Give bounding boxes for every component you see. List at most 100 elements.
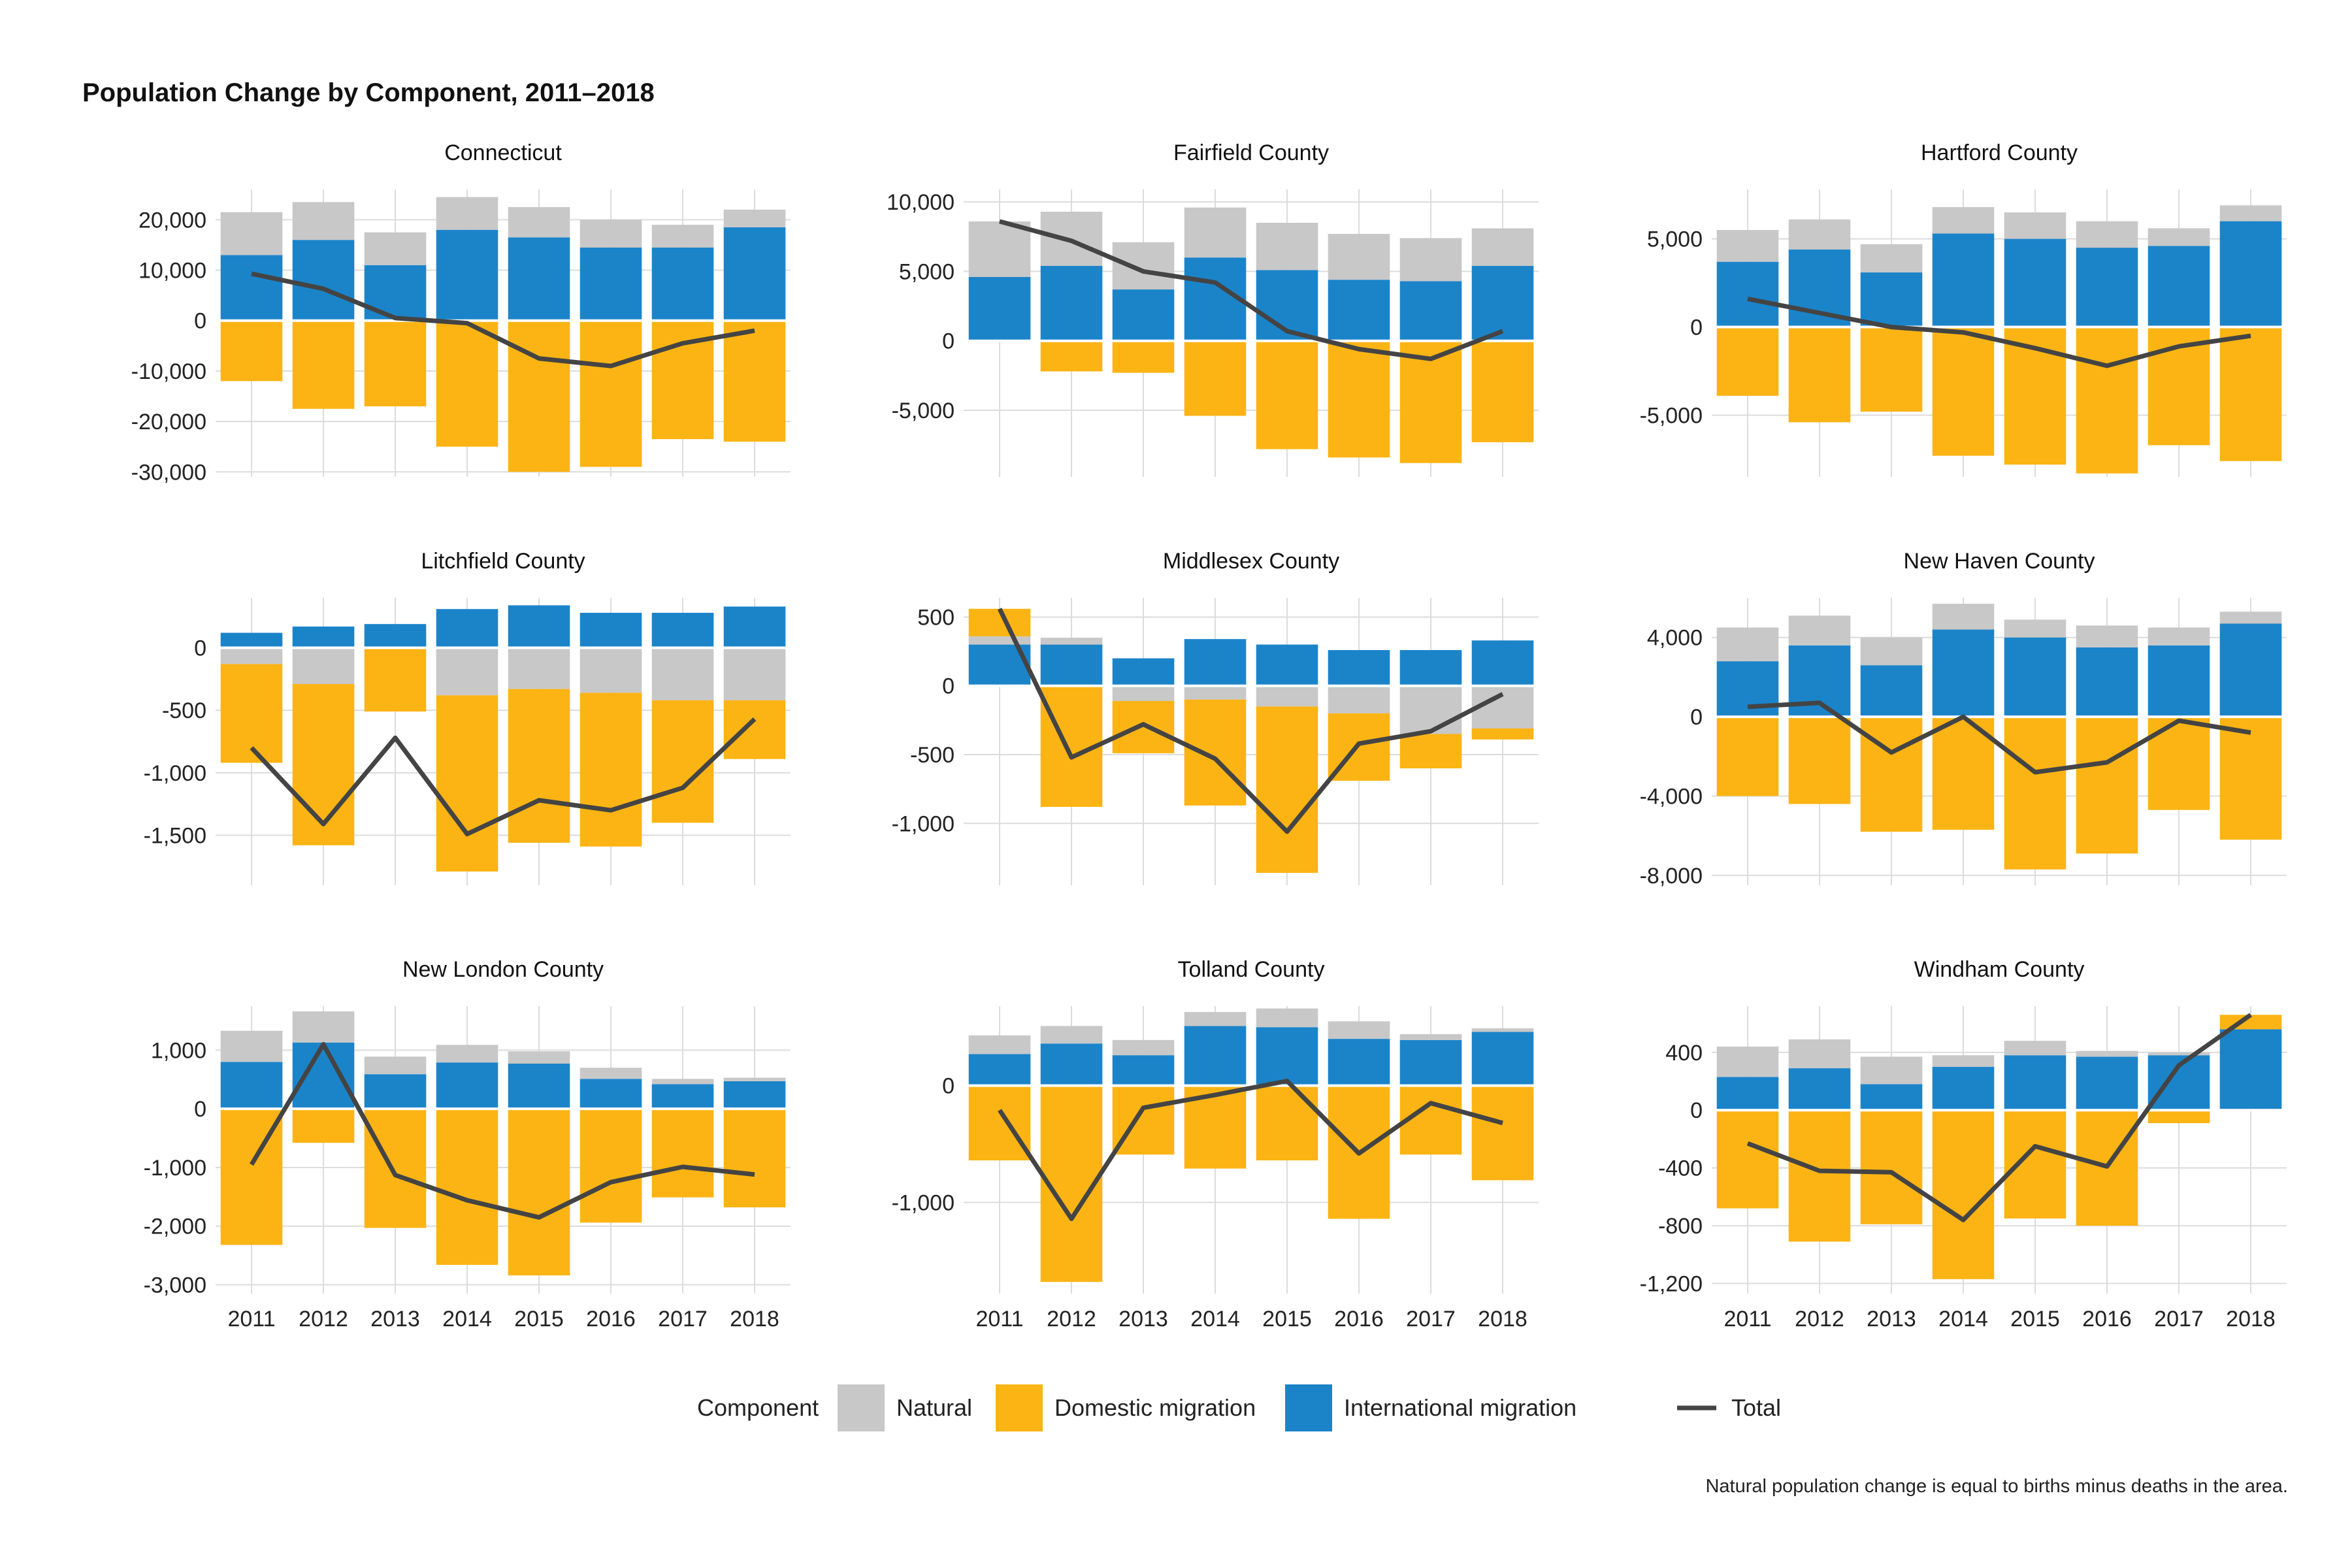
bar-segment bbox=[2004, 637, 2066, 717]
bar-segment bbox=[1256, 340, 1318, 449]
bar-segment bbox=[508, 1109, 570, 1276]
bar-segment bbox=[1471, 1028, 1534, 1032]
x-tick-label: 2016 bbox=[1334, 1307, 1384, 1331]
bar-segment bbox=[220, 664, 283, 763]
bar-segment bbox=[1860, 1110, 1923, 1224]
y-tick-label: -5,000 bbox=[1640, 404, 1703, 429]
total-line bbox=[249, 1041, 755, 1220]
bar-segment bbox=[1256, 1027, 1318, 1086]
bar-segment bbox=[723, 1077, 786, 1081]
bar-segment bbox=[1471, 265, 1534, 341]
bar-segment bbox=[1256, 223, 1318, 270]
bar-segment bbox=[292, 240, 355, 321]
y-tick-label: -500 bbox=[910, 743, 955, 768]
y-tick-label: -5,000 bbox=[892, 399, 955, 423]
bar-segment bbox=[1716, 327, 1779, 396]
panel-6: New London County 1,000 0 -1,000 -2,000 -3,00… bbox=[144, 957, 791, 1331]
x-tick-label: 2011 bbox=[975, 1307, 1023, 1331]
bar-segment bbox=[436, 1062, 498, 1109]
x-tick-label: 2015 bbox=[2010, 1307, 2060, 1331]
bar-segment bbox=[220, 320, 283, 382]
bar-segment bbox=[723, 320, 786, 442]
bar-segment bbox=[1328, 685, 1390, 713]
bar-segment bbox=[436, 695, 498, 872]
panel-title: Windham County bbox=[1914, 957, 2085, 982]
bar-segment bbox=[1860, 272, 1923, 327]
bar-segment bbox=[1256, 1085, 1318, 1161]
bar-segment bbox=[723, 1081, 786, 1109]
bar-segment bbox=[1040, 1043, 1103, 1086]
panel-1: Fairfield County 10,000 5,000 0 -5,000 bbox=[887, 140, 1539, 477]
y-tick-label: -3,000 bbox=[144, 1273, 206, 1298]
bar-segment bbox=[1399, 685, 1462, 734]
bar-segment bbox=[1932, 1066, 1995, 1111]
y-tick-label: -800 bbox=[1658, 1214, 1703, 1239]
x-tick-label: 2015 bbox=[1262, 1307, 1312, 1331]
y-tick-label: -400 bbox=[1658, 1156, 1703, 1181]
y-tick-label: 0 bbox=[1690, 1098, 1703, 1123]
bar-segment bbox=[1328, 650, 1390, 686]
bar-segment bbox=[2004, 1055, 2066, 1111]
bar-segment bbox=[2148, 228, 2210, 246]
y-tick-label: 4,000 bbox=[1647, 626, 1703, 651]
bar-segment bbox=[1716, 261, 1779, 327]
bar-segment bbox=[968, 221, 1031, 277]
bar-segment bbox=[292, 320, 355, 409]
panel-8: Windham County 400 0 -400 -800 -1,200 2011 2012… bbox=[1640, 957, 2287, 1331]
bar-segment bbox=[1040, 638, 1103, 645]
bar-segment bbox=[220, 212, 283, 255]
bar-segment bbox=[1112, 340, 1175, 373]
bar-segment bbox=[1788, 1110, 1851, 1242]
bar-segment bbox=[1184, 1011, 1247, 1026]
total-line bbox=[1747, 700, 2251, 775]
bar-segment bbox=[436, 1109, 498, 1265]
bar-segment bbox=[1788, 219, 1851, 250]
legend-label-international: International migration bbox=[1344, 1394, 1576, 1421]
bar-segment bbox=[651, 247, 714, 321]
legend-label-natural: Natural bbox=[896, 1394, 972, 1421]
legend: Component Natural Domestic migration Intern… bbox=[697, 1384, 1781, 1431]
bar-segment bbox=[2076, 625, 2138, 647]
bar-segment bbox=[364, 1056, 427, 1075]
y-tick-label: -8,000 bbox=[1640, 864, 1703, 889]
bar-segment bbox=[723, 700, 786, 759]
total-line bbox=[997, 608, 1504, 834]
bar-segment bbox=[1788, 717, 1851, 804]
panel-title: Hartford County bbox=[1921, 140, 2078, 165]
bar-segment bbox=[1256, 1008, 1318, 1028]
panel-title: Tolland County bbox=[1178, 957, 1325, 982]
bar-segment bbox=[1256, 685, 1318, 707]
bar-segment bbox=[2148, 246, 2210, 327]
bar-segment bbox=[1788, 327, 1851, 423]
y-tick-label: 0 bbox=[942, 1074, 955, 1099]
legend-swatch-international bbox=[1285, 1384, 1332, 1431]
x-tick-label: 2016 bbox=[2082, 1307, 2132, 1331]
bar-segment bbox=[1788, 1068, 1851, 1111]
bar-segment bbox=[651, 612, 714, 648]
panel-title: Fairfield County bbox=[1173, 140, 1329, 165]
y-tick-label: -2,000 bbox=[144, 1215, 206, 1239]
bar-segment bbox=[1112, 658, 1175, 686]
bar-segment bbox=[580, 693, 642, 847]
y-tick-label: 500 bbox=[917, 605, 955, 630]
bar-segment bbox=[723, 1109, 786, 1207]
y-tick-label: -1,000 bbox=[892, 1190, 955, 1215]
bar-segment bbox=[508, 689, 570, 843]
y-tick-label: 0 bbox=[942, 674, 955, 699]
bar-segment bbox=[723, 227, 786, 321]
bar-segment bbox=[220, 1062, 283, 1109]
panel-4: Middlesex County 500 0 -500 -1,000 bbox=[892, 549, 1539, 885]
bar-segment bbox=[1932, 629, 1995, 717]
y-tick-label: 0 bbox=[942, 329, 955, 354]
bar-segment bbox=[2148, 627, 2210, 645]
bar-segment bbox=[220, 647, 283, 664]
x-tick-label: 2017 bbox=[2154, 1307, 2204, 1331]
bar-segment bbox=[1256, 706, 1318, 874]
bar-segment bbox=[1860, 1056, 1923, 1085]
bar-segment bbox=[1932, 206, 1995, 234]
bar-segment bbox=[968, 1085, 1031, 1161]
x-tick-label: 2014 bbox=[1190, 1307, 1240, 1331]
bar-segment bbox=[651, 1079, 714, 1085]
bar-segment bbox=[968, 1054, 1031, 1086]
total-line bbox=[1746, 1013, 2253, 1222]
